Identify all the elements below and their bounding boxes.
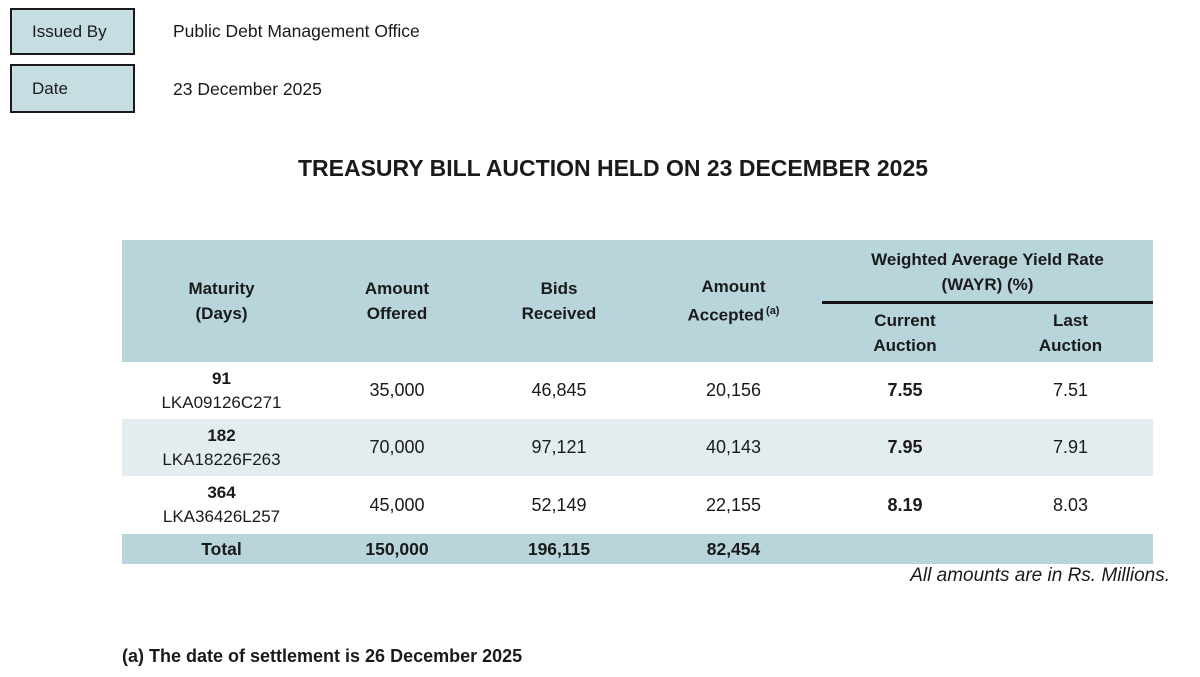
total-wayr-last xyxy=(988,534,1153,564)
issued-by-label: Issued By xyxy=(32,21,107,41)
amount-offered-cell: 70,000 xyxy=(369,437,425,457)
wayr-last-cell: 7.51 xyxy=(1052,380,1089,400)
maturity-cell: 182 LKA18226F263 xyxy=(122,419,321,476)
wayr-current-cell: 7.55 xyxy=(887,380,923,400)
header-wayr-title: Weighted Average Yield Rate (WAYR) (%) xyxy=(871,250,1104,294)
header-bids-received: Bids Received xyxy=(521,279,597,323)
maturity-cell: 364 LKA36426L257 xyxy=(122,476,321,534)
total-amount-accepted: 82,454 xyxy=(706,538,761,559)
isin-code: LKA36426L257 xyxy=(162,507,281,526)
amount-accepted-cell: 20,156 xyxy=(705,380,762,400)
wayr-current-cell: 7.95 xyxy=(887,437,923,457)
header-last-auction: Last Auction xyxy=(1038,311,1103,355)
total-bids-received: 196,115 xyxy=(527,538,591,559)
footnote-marker: (a) xyxy=(766,305,780,318)
amount-accepted-cell: 40,143 xyxy=(705,437,762,457)
amount-accepted-cell: 22,155 xyxy=(705,494,762,515)
header-wayr-group: Weighted Average Yield Rate (WAYR) (%) C… xyxy=(822,240,1153,362)
wayr-last-cell: 7.91 xyxy=(1052,437,1089,457)
total-label: Total xyxy=(201,538,242,559)
issued-by-value: Public Debt Management Office xyxy=(173,21,420,41)
header-current-auction: Current Auction xyxy=(873,311,937,355)
date-box: Date xyxy=(10,64,135,113)
settlement-footnote: (a) The date of settlement is 26 Decembe… xyxy=(122,646,523,666)
amount-offered-cell: 35,000 xyxy=(369,380,425,400)
total-wayr-current xyxy=(822,534,988,564)
date-label: Date xyxy=(32,78,68,98)
amount-offered-cell: 45,000 xyxy=(369,494,425,515)
total-amount-offered: 150,000 xyxy=(365,538,429,559)
table-row-91: 91 LKA09126C271 35,000 46,845 20,156 7.5… xyxy=(122,362,1153,419)
wayr-current-cell: 8.19 xyxy=(887,494,923,515)
bids-received-cell: 97,121 xyxy=(531,437,587,457)
isin-code: LKA18226F263 xyxy=(162,449,281,469)
date-value: 23 December 2025 xyxy=(173,79,322,99)
wayr-divider-line xyxy=(822,301,1153,304)
bids-received-cell: 46,845 xyxy=(531,380,587,400)
page-title: TREASURY BILL AUCTION HELD ON 23 DECEMBE… xyxy=(297,155,929,181)
table-header-row: Maturity (Days) Amount Offered Bids Rece… xyxy=(122,240,1153,362)
header-amount-accepted: Amount Accepted (a) xyxy=(687,277,780,325)
table-row-364: 364 LKA36426L257 45,000 52,149 22,155 8.… xyxy=(122,476,1153,534)
auction-table: Maturity (Days) Amount Offered Bids Rece… xyxy=(122,240,1153,564)
bids-received-cell: 52,149 xyxy=(531,494,587,515)
issued-by-box: Issued By xyxy=(10,8,135,55)
maturity-cell: 91 LKA09126C271 xyxy=(122,362,321,419)
amounts-unit-note: All amounts are in Rs. Millions. xyxy=(910,565,1170,586)
header-maturity: Maturity (Days) xyxy=(188,279,255,323)
isin-code: LKA09126C271 xyxy=(161,392,282,412)
table-total-row: Total 150,000 196,115 82,454 xyxy=(122,534,1153,564)
wayr-last-cell: 8.03 xyxy=(1052,494,1089,515)
header-amount-offered: Amount Offered xyxy=(364,279,430,323)
table-row-182: 182 LKA18226F263 70,000 97,121 40,143 7.… xyxy=(122,419,1153,476)
